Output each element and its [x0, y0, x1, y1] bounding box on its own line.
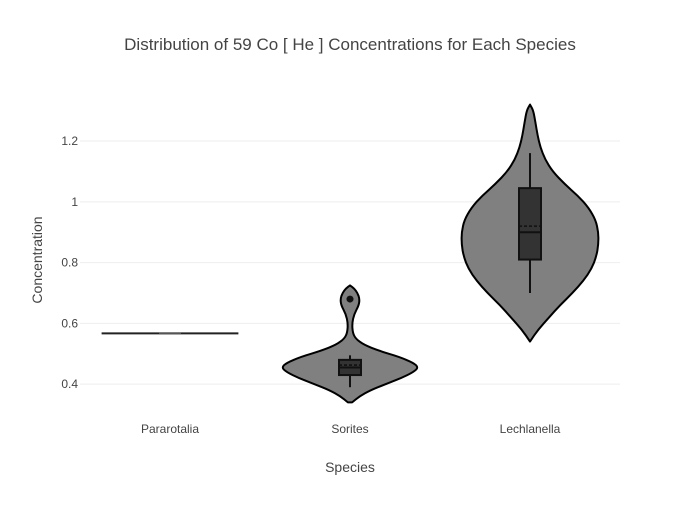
violin-lechlanella	[460, 103, 600, 343]
box-iqr	[518, 187, 542, 261]
x-axis-title: Species	[325, 459, 375, 475]
y-tick-label: 0.8	[61, 256, 78, 270]
y-axis-title: Concentration	[29, 216, 45, 303]
x-tick-label: Lechlanella	[500, 422, 561, 436]
outlier-point	[346, 295, 354, 303]
y-tick-label: 0.6	[61, 316, 78, 330]
violin-layer	[101, 103, 600, 404]
y-tick-label: 1	[71, 195, 78, 209]
x-tick-label: Sorites	[331, 422, 368, 436]
chart-title: Distribution of 59 Co [ He ] Concentrati…	[124, 35, 576, 54]
violin-shape	[281, 284, 419, 404]
x-tick-label: Pararotalia	[141, 422, 199, 436]
x-axis-ticks: Pararotalia Sorites Lechlanella	[141, 422, 561, 436]
y-tick-label: 0.4	[61, 377, 78, 391]
y-tick-label: 1.2	[61, 134, 78, 148]
violin-sorites	[281, 284, 419, 404]
y-axis-ticks: 0.4 0.6 0.8 1 1.2	[61, 134, 78, 391]
